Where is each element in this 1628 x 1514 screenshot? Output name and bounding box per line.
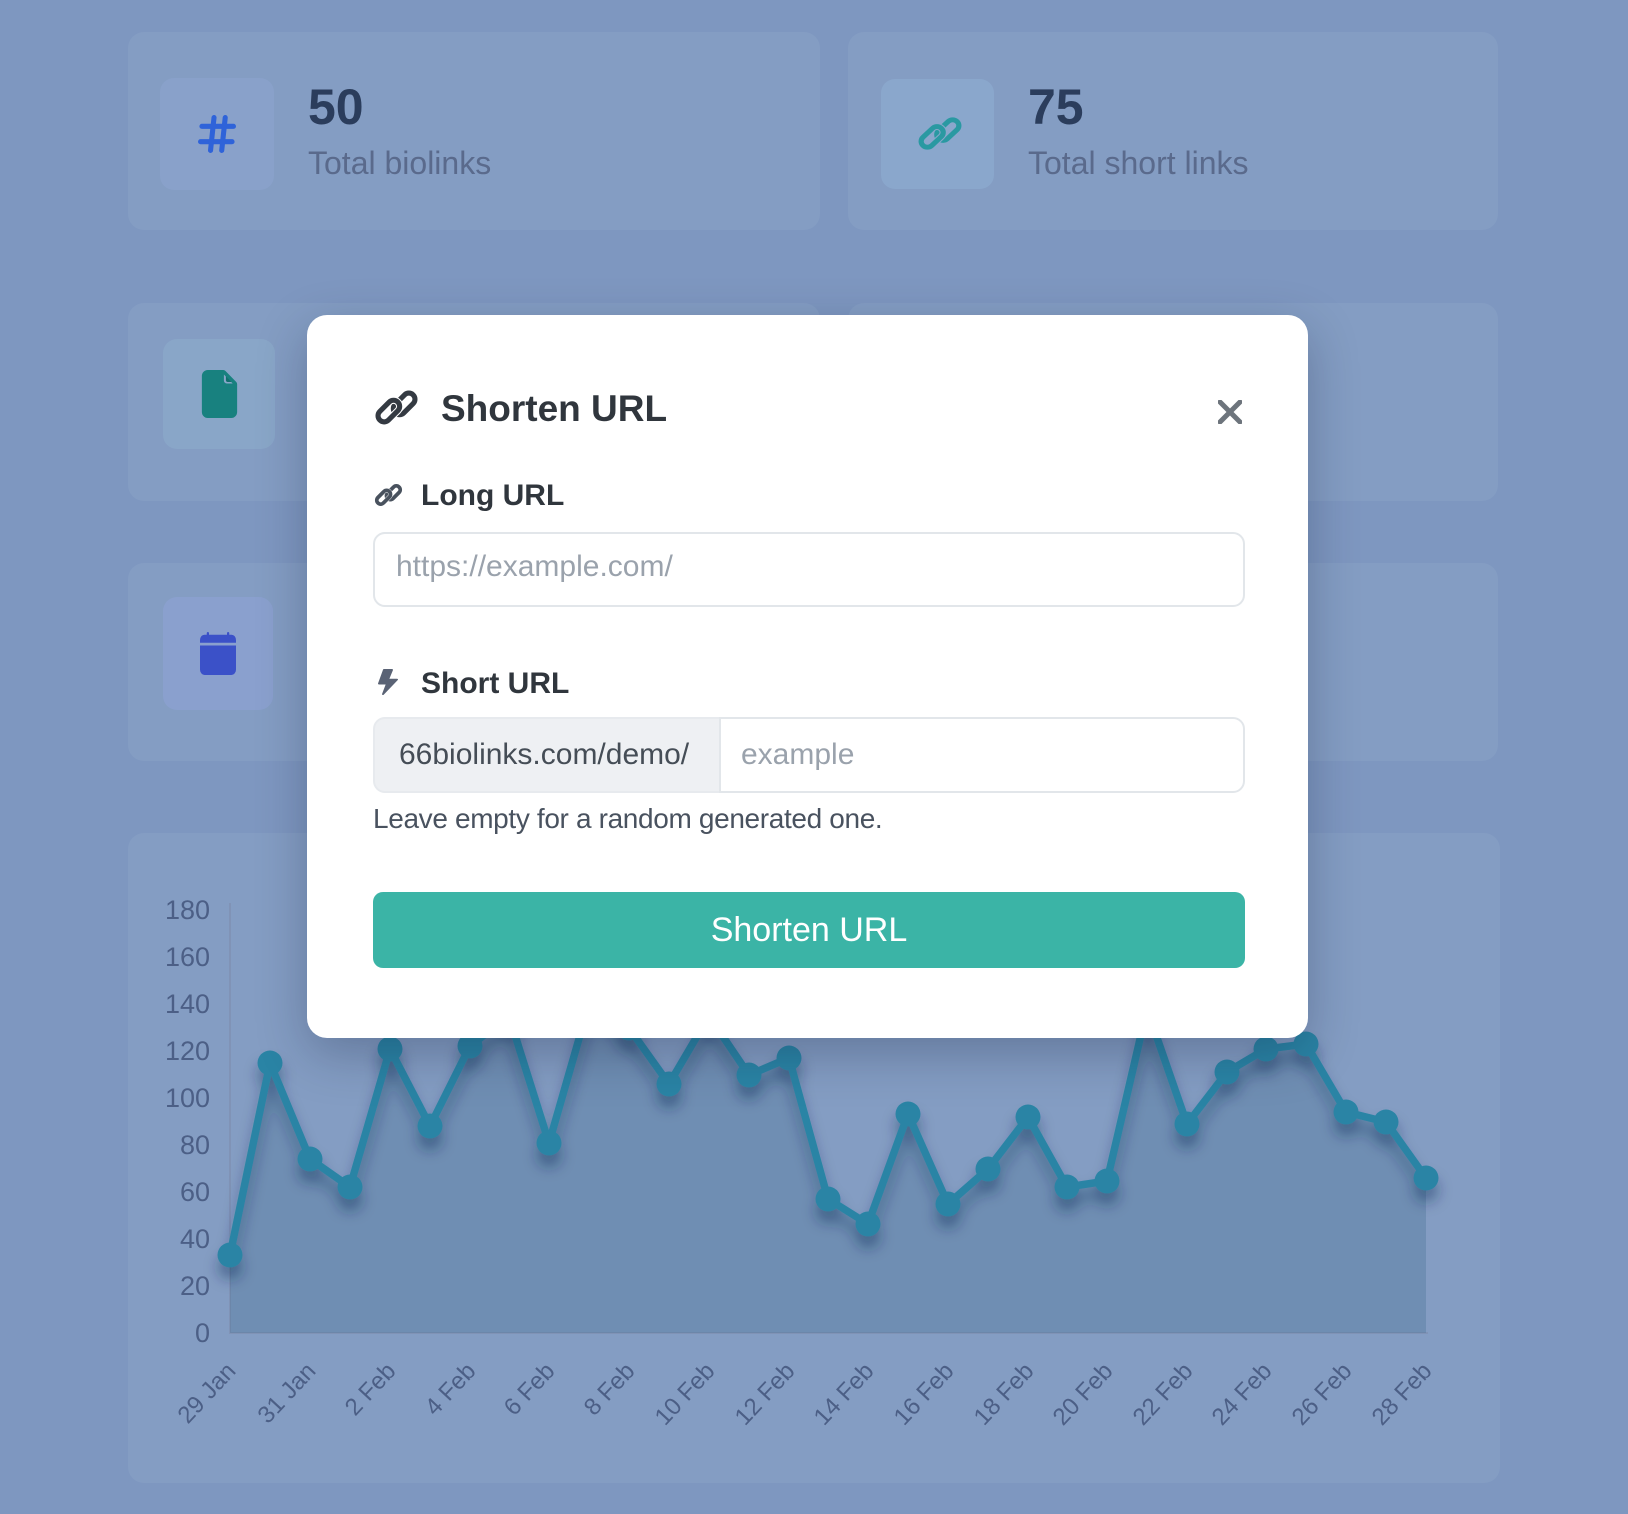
svg-text:16 Feb: 16 Feb	[889, 1358, 960, 1431]
svg-text:40: 40	[180, 1224, 210, 1254]
svg-text:100: 100	[165, 1083, 210, 1113]
svg-text:20 Feb: 20 Feb	[1048, 1358, 1119, 1431]
svg-text:22 Feb: 22 Feb	[1128, 1358, 1199, 1431]
svg-text:0: 0	[195, 1318, 210, 1348]
svg-text:28 Feb: 28 Feb	[1367, 1358, 1438, 1431]
svg-text:4 Feb: 4 Feb	[420, 1358, 482, 1421]
svg-text:29 Jan: 29 Jan	[172, 1358, 241, 1429]
svg-text:140: 140	[165, 989, 210, 1019]
svg-text:6 Feb: 6 Feb	[499, 1358, 561, 1421]
svg-text:26 Feb: 26 Feb	[1287, 1358, 1358, 1431]
svg-text:12 Feb: 12 Feb	[730, 1358, 801, 1431]
svg-text:18 Feb: 18 Feb	[969, 1358, 1040, 1431]
svg-text:120: 120	[165, 1036, 210, 1066]
svg-text:24 Feb: 24 Feb	[1207, 1358, 1278, 1431]
svg-text:160: 160	[165, 942, 210, 972]
svg-text:31 Jan: 31 Jan	[252, 1358, 321, 1429]
svg-text:10 Feb: 10 Feb	[650, 1358, 721, 1431]
svg-text:14 Feb: 14 Feb	[809, 1358, 880, 1431]
svg-text:8 Feb: 8 Feb	[579, 1358, 641, 1421]
svg-text:60: 60	[180, 1177, 210, 1207]
svg-text:180: 180	[165, 895, 210, 925]
svg-text:20: 20	[180, 1271, 210, 1301]
svg-text:80: 80	[180, 1130, 210, 1160]
svg-text:2 Feb: 2 Feb	[340, 1358, 402, 1421]
